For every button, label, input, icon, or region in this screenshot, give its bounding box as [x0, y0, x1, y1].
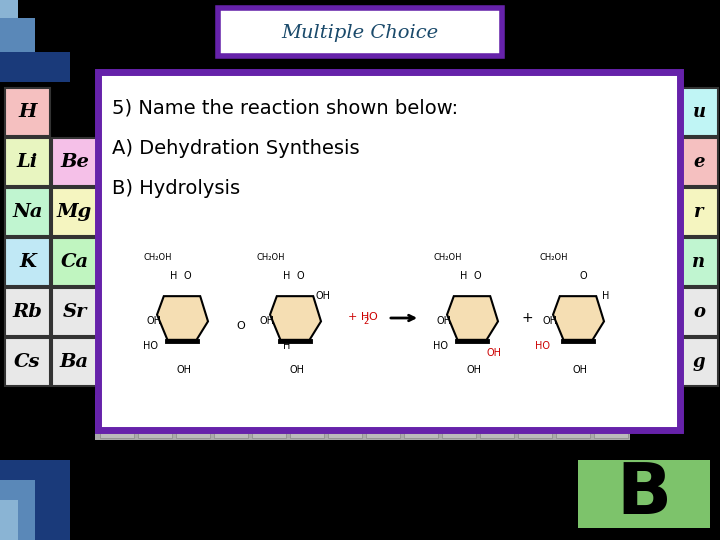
FancyBboxPatch shape: [680, 138, 718, 186]
FancyBboxPatch shape: [252, 397, 286, 438]
FancyBboxPatch shape: [680, 338, 718, 386]
FancyBboxPatch shape: [5, 88, 50, 136]
Text: H: H: [283, 341, 291, 351]
Text: CH₂OH: CH₂OH: [257, 253, 285, 262]
Text: O: O: [473, 271, 481, 281]
FancyBboxPatch shape: [52, 188, 97, 236]
FancyBboxPatch shape: [5, 338, 50, 386]
Text: OH: OH: [315, 291, 330, 301]
FancyBboxPatch shape: [594, 397, 628, 438]
FancyBboxPatch shape: [366, 397, 400, 438]
Text: OH: OH: [572, 365, 588, 375]
FancyBboxPatch shape: [5, 288, 50, 336]
Text: OH: OH: [289, 365, 305, 375]
FancyBboxPatch shape: [138, 397, 172, 438]
Text: O: O: [236, 321, 245, 331]
FancyBboxPatch shape: [0, 500, 18, 540]
FancyBboxPatch shape: [52, 238, 97, 286]
Text: HO: HO: [143, 341, 158, 351]
FancyBboxPatch shape: [0, 18, 35, 52]
FancyBboxPatch shape: [290, 397, 324, 438]
Text: OH: OH: [436, 316, 451, 326]
FancyBboxPatch shape: [0, 0, 18, 52]
Text: H: H: [18, 103, 37, 121]
Text: Sr: Sr: [63, 303, 86, 321]
Text: HO: HO: [433, 341, 448, 351]
Text: O: O: [579, 271, 587, 281]
FancyBboxPatch shape: [680, 238, 718, 286]
Text: 2: 2: [363, 316, 368, 326]
FancyBboxPatch shape: [214, 397, 248, 438]
FancyBboxPatch shape: [518, 397, 552, 438]
FancyBboxPatch shape: [5, 238, 50, 286]
Text: CH₂OH: CH₂OH: [433, 253, 462, 262]
FancyBboxPatch shape: [52, 288, 97, 336]
FancyBboxPatch shape: [404, 397, 438, 438]
FancyBboxPatch shape: [95, 395, 630, 440]
Text: n: n: [693, 253, 706, 271]
Text: o: o: [693, 303, 705, 321]
Text: O: O: [183, 271, 191, 281]
Text: CH₂OH: CH₂OH: [540, 253, 568, 262]
FancyBboxPatch shape: [0, 440, 720, 540]
FancyBboxPatch shape: [5, 188, 50, 236]
Text: A) Dehydration Synthesis: A) Dehydration Synthesis: [112, 138, 359, 158]
Text: OH: OH: [259, 316, 274, 326]
Text: H: H: [460, 271, 468, 281]
FancyBboxPatch shape: [480, 397, 514, 438]
FancyBboxPatch shape: [52, 338, 97, 386]
Text: r: r: [694, 203, 703, 221]
Text: Cs: Cs: [14, 353, 41, 371]
Text: e: e: [693, 153, 705, 171]
Text: H: H: [603, 291, 610, 301]
Text: Rb: Rb: [12, 303, 42, 321]
FancyBboxPatch shape: [98, 72, 680, 430]
FancyBboxPatch shape: [0, 480, 35, 540]
Text: K: K: [19, 253, 36, 271]
FancyBboxPatch shape: [578, 460, 710, 528]
FancyBboxPatch shape: [176, 397, 210, 438]
Text: B) Hydrolysis: B) Hydrolysis: [112, 179, 240, 198]
Text: u: u: [693, 103, 706, 121]
Text: B: B: [616, 460, 672, 529]
FancyBboxPatch shape: [52, 138, 97, 186]
FancyBboxPatch shape: [680, 188, 718, 236]
Polygon shape: [270, 296, 321, 340]
Text: HO: HO: [536, 341, 551, 351]
Text: OH: OH: [146, 316, 161, 326]
FancyBboxPatch shape: [556, 397, 590, 438]
FancyBboxPatch shape: [218, 8, 502, 56]
Text: Na: Na: [12, 203, 42, 221]
Text: H: H: [283, 271, 291, 281]
FancyBboxPatch shape: [680, 288, 718, 336]
Text: Ba: Ba: [60, 353, 89, 371]
Text: OH: OH: [487, 348, 502, 358]
Text: OH: OH: [467, 365, 482, 375]
Text: O: O: [296, 271, 304, 281]
Text: OH: OH: [176, 365, 192, 375]
Text: + H: + H: [348, 312, 369, 322]
FancyBboxPatch shape: [100, 397, 134, 438]
Text: +: +: [521, 311, 533, 325]
Text: Li: Li: [17, 153, 38, 171]
Text: Be: Be: [60, 153, 89, 171]
FancyBboxPatch shape: [442, 397, 476, 438]
FancyBboxPatch shape: [5, 138, 50, 186]
Text: OH: OH: [542, 316, 557, 326]
FancyBboxPatch shape: [680, 88, 718, 136]
Text: CH₂OH: CH₂OH: [144, 253, 172, 262]
FancyBboxPatch shape: [328, 397, 362, 438]
Text: 5) Name the reaction shown below:: 5) Name the reaction shown below:: [112, 98, 458, 118]
FancyBboxPatch shape: [0, 52, 70, 82]
FancyBboxPatch shape: [0, 460, 70, 540]
Text: Multiple Choice: Multiple Choice: [282, 24, 438, 42]
Text: O: O: [368, 312, 377, 322]
Text: Ca: Ca: [60, 253, 89, 271]
Text: g: g: [693, 353, 706, 371]
Polygon shape: [157, 296, 208, 340]
Polygon shape: [553, 296, 604, 340]
Text: Mg: Mg: [57, 203, 92, 221]
Text: H: H: [171, 271, 178, 281]
Polygon shape: [447, 296, 498, 340]
